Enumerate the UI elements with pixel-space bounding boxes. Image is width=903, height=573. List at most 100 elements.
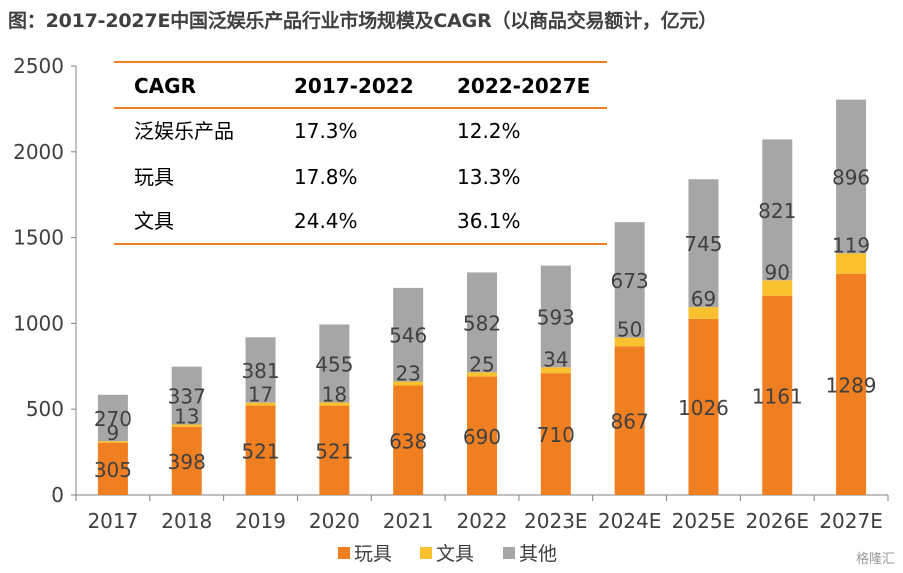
data-label: 673 (611, 269, 649, 293)
data-label: 23 (395, 362, 420, 386)
bar-文具-2019 (245, 402, 276, 406)
x-tick-label: 2019 (235, 509, 286, 533)
cagr-cell: 12.2% (457, 119, 521, 143)
x-tick-label: 2020 (309, 509, 360, 533)
bar-文具-2023E (540, 367, 571, 374)
bar-其他-2021 (393, 287, 424, 382)
legend-label: 文具 (436, 543, 474, 565)
bar-玩具-2017 (97, 442, 128, 495)
bar-文具-2018 (171, 424, 202, 427)
cagr-cell: 13.3% (457, 165, 521, 189)
bar-其他-2020 (319, 324, 350, 403)
x-tick-label: 2018 (161, 509, 212, 533)
data-label: 821 (758, 199, 796, 223)
cagr-header: 2022-2027E (457, 74, 590, 98)
cagr-header: CAGR (134, 74, 196, 98)
y-tick-label: 2500 (13, 54, 64, 78)
data-label: 305 (94, 458, 132, 482)
bar-其他-2027E (836, 99, 867, 254)
bar-其他-2024E (614, 222, 645, 338)
bar-文具-2025E (688, 307, 719, 319)
data-label: 50 (617, 318, 642, 342)
legend-swatch-玩具 (338, 547, 350, 559)
legend-swatch-其他 (503, 547, 515, 559)
cagr-cell: 玩具 (134, 165, 174, 189)
data-label: 582 (463, 311, 501, 335)
x-tick-label: 2026E (745, 509, 809, 533)
bar-其他-2022 (467, 272, 497, 373)
x-tick-labels: 2017 2018 2019 2020 2021 2022 2023E 2024E 2025E 2… (87, 509, 882, 533)
bar-其他-2025E (688, 179, 719, 308)
bar-玩具-2024E (614, 346, 645, 495)
data-label: 18 (322, 383, 347, 407)
y-tick-label: 0 (51, 483, 64, 507)
data-label: 9 (107, 421, 120, 445)
data-label: 710 (537, 423, 575, 447)
bar-文具-2026E (762, 280, 793, 296)
y-tick-label: 1500 (13, 226, 64, 250)
legend-swatch-文具 (420, 547, 432, 559)
bar-玩具-2018 (171, 426, 202, 495)
data-label: 119 (832, 233, 870, 257)
legend: 玩具 文具 其他 (338, 543, 557, 565)
bar-玩具-2026E (762, 295, 793, 495)
bar-其他-2026E (762, 139, 793, 281)
cagr-cell: 24.4% (294, 209, 358, 233)
data-label: 337 (168, 385, 206, 409)
bar-文具-2027E (836, 253, 867, 274)
data-label: 69 (691, 287, 716, 311)
x-tick-label: 2022 (457, 509, 508, 533)
legend-label: 其他 (519, 543, 557, 565)
bar-文具-2022 (467, 372, 497, 377)
x-tick-label: 2027E (819, 509, 883, 533)
cagr-cell: 文具 (134, 209, 174, 233)
data-label: 90 (765, 260, 790, 284)
data-label: 521 (241, 439, 279, 463)
bar-玩具-2019 (245, 405, 276, 495)
data-label: 1289 (826, 373, 877, 397)
y-tick-label: 500 (26, 397, 64, 421)
data-label: 690 (463, 425, 501, 449)
bar-玩具-2020 (319, 405, 350, 495)
bars (97, 99, 867, 495)
data-label: 546 (389, 324, 427, 348)
y-tick-label: 1000 (13, 311, 64, 335)
data-label: 34 (543, 347, 568, 371)
data-label: 270 (94, 407, 132, 431)
data-label: 25 (469, 352, 494, 376)
x-tick-label: 2025E (672, 509, 736, 533)
data-label: 1161 (752, 384, 803, 408)
cagr-header: 2017-2022 (294, 74, 414, 98)
cagr-table-bg (114, 62, 607, 245)
bar-其他-2019 (245, 337, 276, 403)
data-label: 398 (168, 450, 206, 474)
y-tick-labels: 0 500 1000 1500 2000 2500 (13, 54, 64, 507)
cagr-cell: 17.3% (294, 119, 358, 143)
bar-玩具-2027E (836, 273, 867, 495)
bar-文具-2024E (614, 337, 645, 347)
bar-其他-2018 (171, 366, 202, 425)
data-label: 1026 (678, 396, 729, 420)
data-label: 896 (832, 166, 870, 190)
cagr-cell: 泛娱乐产品 (134, 119, 234, 143)
chart-title: 图：2017-2027E中国泛娱乐产品行业市场规模及CAGR（以商品交易额计，亿… (8, 10, 718, 32)
data-label: 638 (389, 429, 427, 453)
data-label: 521 (315, 439, 353, 463)
bar-文具-2021 (393, 381, 424, 386)
bar-文具-2017 (97, 441, 128, 443)
x-tick-label: 2021 (383, 509, 434, 533)
data-label: 455 (315, 352, 353, 376)
x-tick-label: 2023E (524, 509, 588, 533)
data-label: 17 (248, 383, 273, 407)
data-label: 13 (174, 404, 199, 428)
data-label: 593 (537, 305, 575, 329)
bar-玩具-2023E (540, 373, 571, 495)
x-tick-label: 2017 (87, 509, 138, 533)
bar-玩具-2021 (393, 385, 424, 495)
cagr-table: CAGR 2017-2022 2022-2027E 泛娱乐产品 17.3% 12.2% 玩具… (114, 61, 607, 245)
bar-其他-2023E (540, 265, 571, 368)
y-tick-label: 2000 (13, 140, 64, 164)
legend-label: 玩具 (354, 543, 392, 565)
